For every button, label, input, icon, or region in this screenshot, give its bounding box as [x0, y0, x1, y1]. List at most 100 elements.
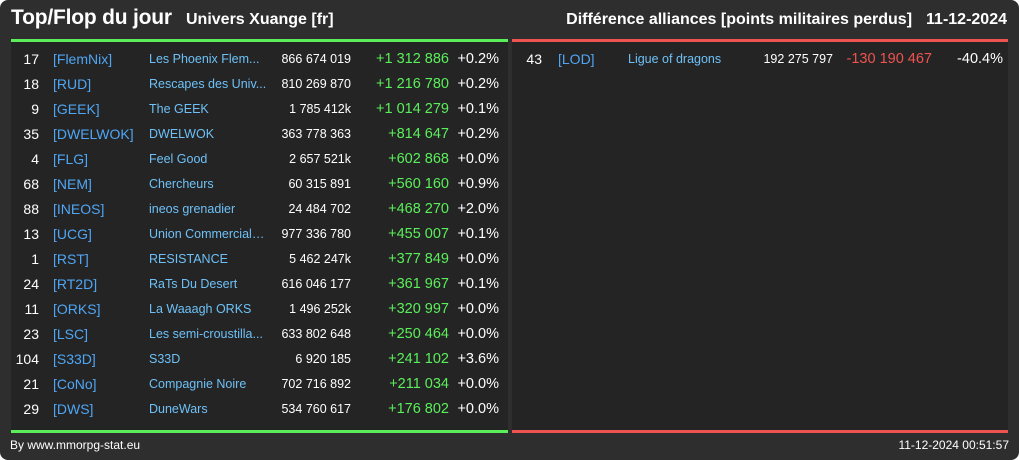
rank-cell: 21: [23, 376, 39, 392]
alliance-name-link[interactable]: Les Phoenix Flem...: [149, 52, 260, 66]
points-cell: 1 785 412k: [289, 102, 351, 116]
alliance-tag-link[interactable]: [LOD]: [558, 51, 595, 67]
alliance-name-link[interactable]: ineos grenadier: [149, 202, 236, 216]
alliance-tag-link[interactable]: [S33D]: [53, 351, 96, 367]
delta-cell: -130 190 467: [846, 51, 932, 67]
alliance-name-link[interactable]: DuneWars: [149, 402, 208, 416]
delta-cell: +560 160: [388, 176, 449, 192]
points-cell: 6 920 185: [295, 352, 351, 366]
section-title: Différence alliances [points militaires …: [566, 11, 913, 28]
alliance-tag-link[interactable]: [FlemNix]: [53, 51, 113, 67]
points-cell: 363 778 363: [281, 127, 351, 141]
top-row: 13 [UCG] Union Commerciale... 977 336 780 +4…: [11, 222, 508, 247]
alliance-name-link[interactable]: Union Commerciale...: [149, 227, 269, 241]
alliance-name-link[interactable]: S33D: [149, 352, 181, 366]
section-heading: Différence alliances [points militaires …: [566, 11, 1007, 29]
delta-cell: +241 102: [388, 351, 449, 367]
percent-cell: +0.1%: [457, 226, 499, 242]
points-cell: 24 484 702: [288, 202, 351, 216]
percent-cell: +0.0%: [457, 376, 499, 392]
percent-cell: +2.0%: [457, 201, 499, 217]
points-cell: 5 462 247k: [289, 252, 351, 266]
flop-accent-bar-bottom: [512, 430, 1008, 433]
universe-subtitle: Univers Xuange [fr]: [186, 11, 334, 28]
rank-cell: 13: [23, 226, 39, 242]
points-cell: 977 336 780: [281, 227, 351, 241]
top-row: 21 [CoNo] Compagnie Noire 702 716 892 +211 0…: [11, 372, 508, 397]
percent-cell: +3.6%: [457, 351, 499, 367]
delta-cell: +602 868: [388, 151, 449, 167]
top-accent-bar: [11, 39, 508, 42]
alliance-name-link[interactable]: La Waaagh ORKS: [149, 302, 252, 316]
alliance-tag-link[interactable]: [FLG]: [53, 151, 89, 167]
alliance-name-link[interactable]: RaTs Du Desert: [149, 277, 238, 291]
top-row: 104 [S33D] S33D 6 920 185 +241 102 +3.6%: [11, 347, 508, 372]
points-cell: 866 674 019: [281, 52, 351, 66]
points-cell: 192 275 797: [763, 52, 833, 66]
alliance-tag-link[interactable]: [GEEK]: [53, 101, 100, 117]
percent-cell: +0.0%: [457, 326, 499, 342]
alliance-name-link[interactable]: DWELWOK: [149, 127, 215, 141]
alliance-name-link[interactable]: Compagnie Noire: [149, 377, 247, 391]
footer-timestamp: 11-12-2024 00:51:57: [898, 438, 1009, 452]
rank-cell: 17: [23, 51, 39, 67]
rank-cell: 24: [23, 276, 39, 292]
alliance-tag-link[interactable]: [CoNo]: [53, 376, 97, 392]
alliance-tag-link[interactable]: [RUD]: [53, 76, 92, 92]
alliance-name-link[interactable]: Ligue of dragons: [628, 52, 722, 66]
alliance-tag-link[interactable]: [RT2D]: [53, 276, 98, 292]
top-accent-bar-bottom: [11, 430, 508, 433]
alliance-name-link[interactable]: Chercheurs: [149, 177, 214, 191]
delta-cell: +1 216 780: [376, 76, 449, 92]
points-cell: 633 802 648: [281, 327, 351, 341]
alliance-tag-link[interactable]: [UCG]: [53, 226, 92, 242]
alliance-name-link[interactable]: Feel Good: [149, 152, 208, 166]
top-row: 9 [GEEK] The GEEK 1 785 412k +1 014 279 +0.1%: [11, 97, 508, 122]
header-date: 11-12-2024: [926, 11, 1007, 28]
delta-cell: +814 647: [388, 126, 449, 142]
percent-cell: +0.1%: [457, 101, 499, 117]
alliance-tag-link[interactable]: [NEM]: [53, 176, 92, 192]
rank-cell: 11: [24, 301, 39, 317]
delta-cell: +377 849: [388, 251, 449, 267]
top-row: 18 [RUD] Rescapes des Univ... 810 269 870 +1…: [11, 72, 508, 97]
flop-panel: 43 [LOD] Ligue of dragons 192 275 797 -130 1…: [512, 39, 1008, 433]
percent-cell: +0.0%: [457, 251, 499, 267]
delta-cell: +320 997: [388, 301, 449, 317]
alliance-name-link[interactable]: RESISTANCE: [149, 252, 228, 266]
rank-cell: 18: [23, 76, 39, 92]
page-title: Top/Flop du jour: [11, 6, 172, 29]
alliance-name-link[interactable]: Les semi-croustilla...: [149, 327, 263, 341]
top-row: 24 [RT2D] RaTs Du Desert 616 046 177 +361 96…: [11, 272, 508, 297]
delta-cell: +468 270: [388, 201, 449, 217]
top-row: 11 [ORKS] La Waaagh ORKS 1 496 252k +320 997…: [11, 297, 508, 322]
rank-cell: 68: [23, 176, 39, 192]
footer-source: By www.mmorpg-stat.eu: [10, 438, 141, 452]
rank-cell: 35: [23, 126, 39, 142]
top-row: 35 [DWELWOK] DWELWOK 363 778 363 +814 647 +0.…: [11, 122, 508, 147]
rank-cell: 9: [31, 101, 39, 117]
alliance-tag-link[interactable]: [ORKS]: [53, 301, 101, 317]
rank-cell: 4: [31, 151, 39, 167]
delta-cell: +250 464: [388, 326, 449, 342]
percent-cell: +0.0%: [457, 301, 499, 317]
alliance-tag-link[interactable]: [DWS]: [53, 401, 94, 417]
alliance-name-link[interactable]: The GEEK: [149, 102, 209, 116]
points-cell: 2 657 521k: [289, 152, 351, 166]
percent-cell: -40.4%: [957, 51, 1003, 67]
alliance-tag-link[interactable]: [DWELWOK]: [53, 126, 134, 142]
percent-cell: +0.1%: [457, 276, 499, 292]
rank-cell: 29: [23, 401, 39, 417]
alliance-tag-link[interactable]: [LSC]: [53, 326, 89, 342]
header: Top/Flop du jour Univers Xuange [fr] Dif…: [0, 0, 1019, 40]
points-cell: 1 496 252k: [289, 302, 351, 316]
alliance-tag-link[interactable]: [RST]: [53, 251, 89, 267]
delta-cell: +1 312 886: [376, 51, 449, 67]
alliance-tag-link[interactable]: [INEOS]: [53, 201, 105, 217]
rank-cell: 1: [31, 251, 39, 267]
points-cell: 702 716 892: [281, 377, 351, 391]
rank-cell: 23: [23, 326, 39, 342]
alliance-name-link[interactable]: Rescapes des Univ...: [149, 77, 267, 91]
points-cell: 616 046 177: [281, 277, 351, 291]
